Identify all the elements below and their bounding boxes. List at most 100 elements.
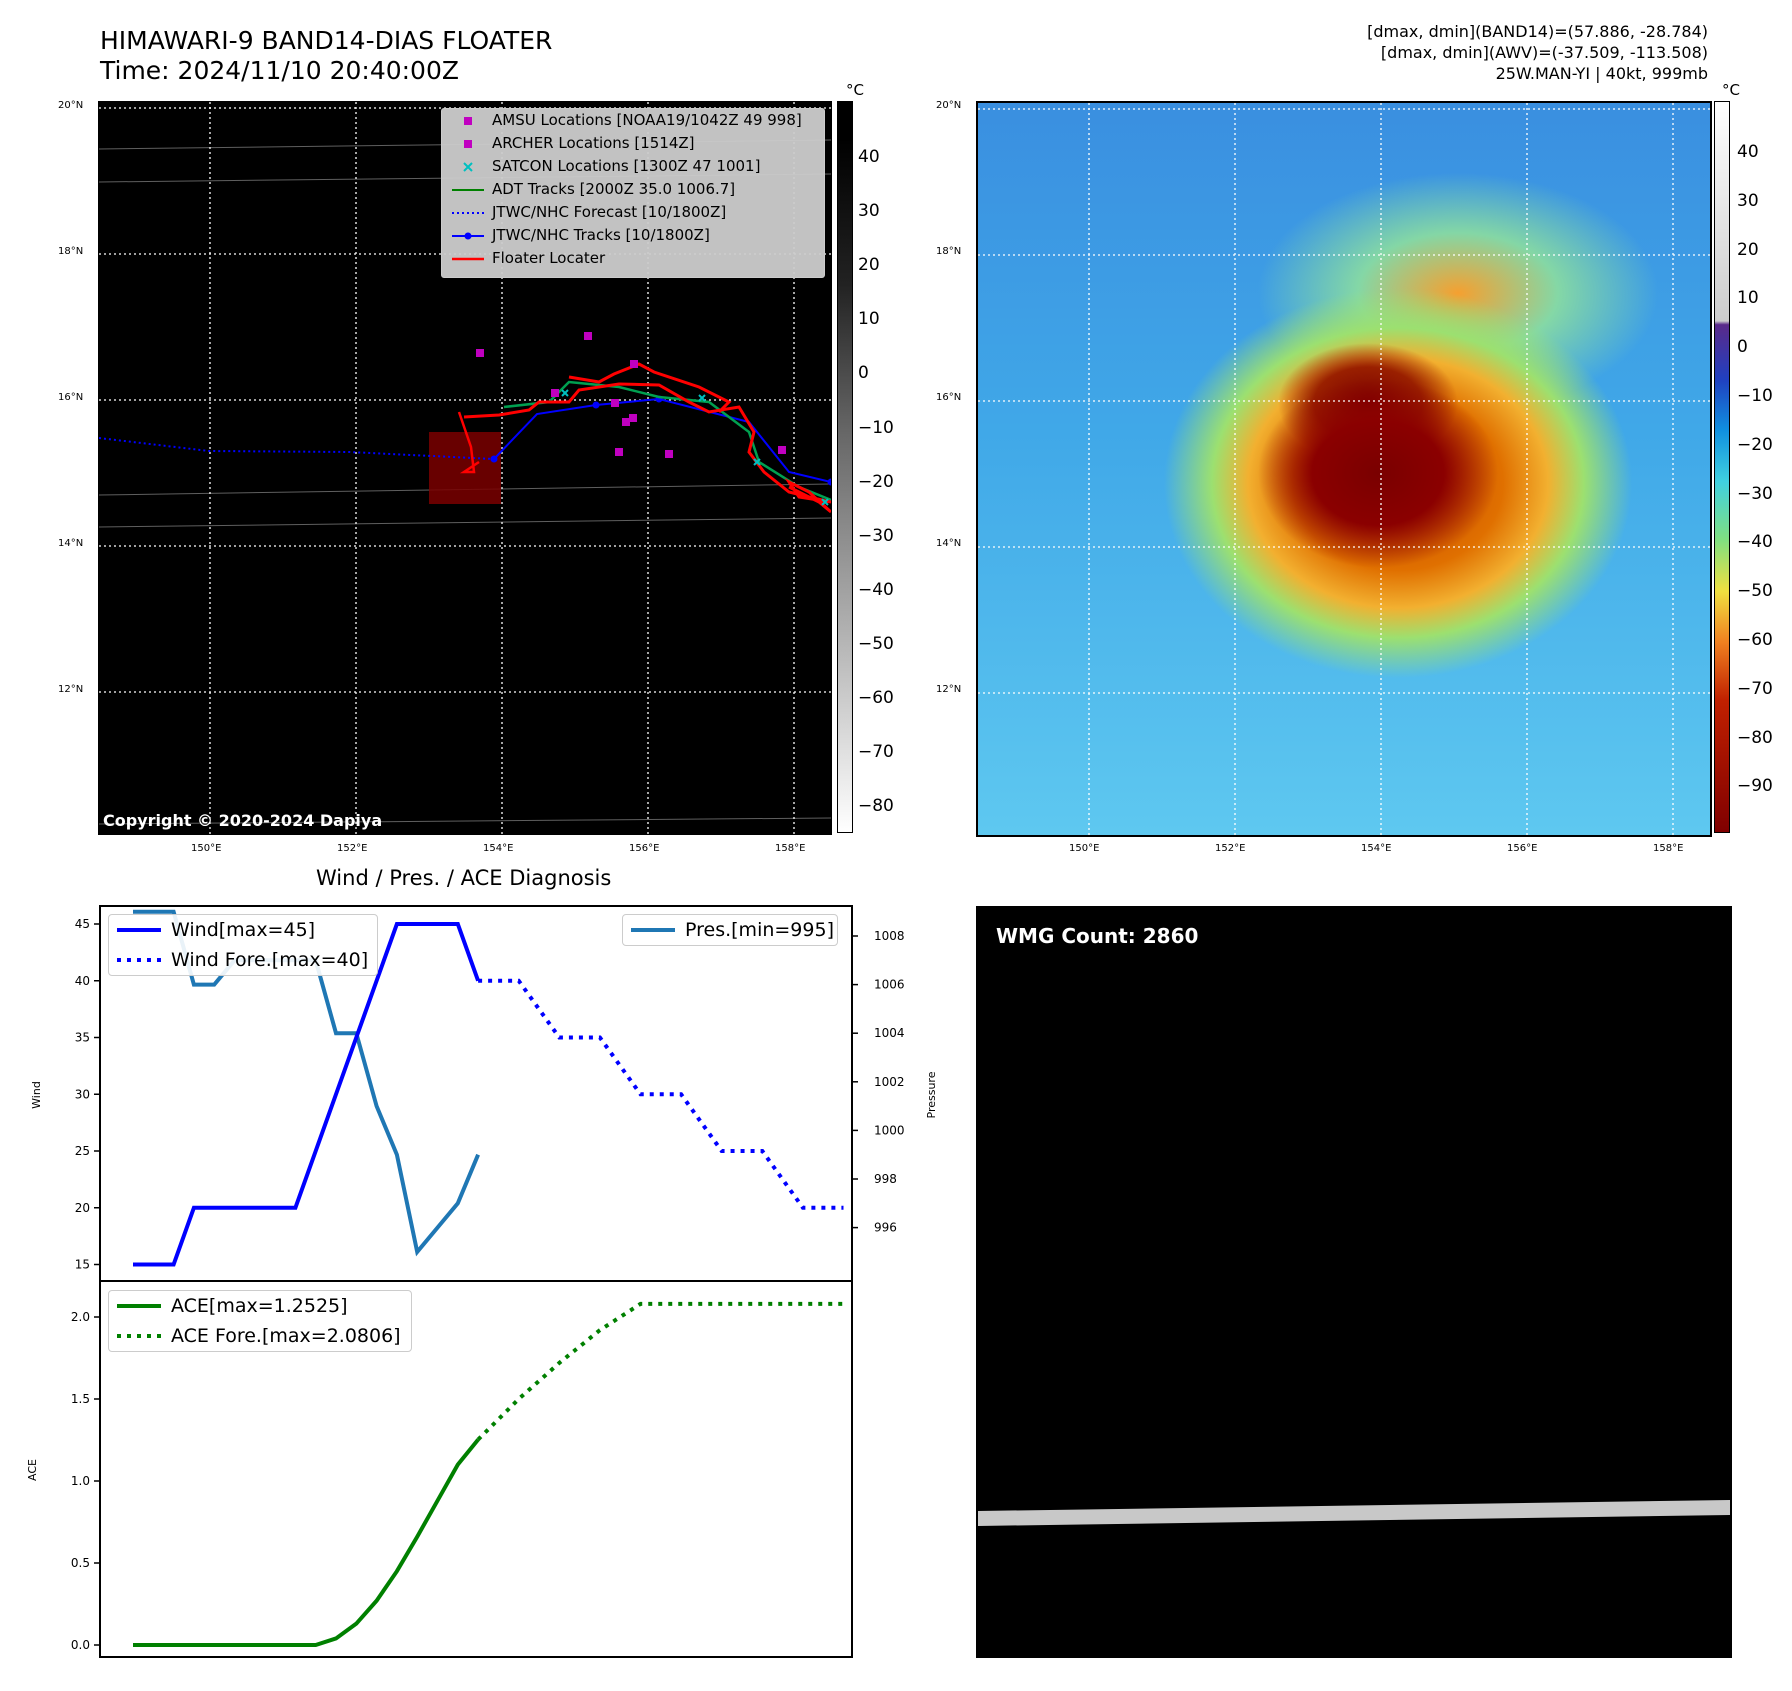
- solid-line-icon: [117, 1304, 161, 1308]
- legend-label: JTWC/NHC Forecast [10/1800Z]: [492, 203, 727, 221]
- wind-legend: Wind[max=45] Wind Fore.[max=40]: [108, 914, 378, 976]
- x-marker-icon: [463, 162, 473, 172]
- legend-wind-fore: Wind Fore.[max=40]: [109, 945, 377, 975]
- legend-adt: ADT Tracks [2000Z 35.0 1006.7]: [442, 178, 824, 201]
- lon-label: 156°E: [1507, 843, 1538, 854]
- pressure-tick-label: 1002: [874, 1075, 905, 1089]
- archer-marker: [629, 414, 637, 422]
- colorbar-tick-label: −80: [1737, 727, 1773, 748]
- legend-pressure: Pres.[min=995]: [623, 915, 837, 945]
- floater-box: [429, 432, 501, 504]
- solid-line-icon: [117, 928, 161, 932]
- wind-tick-label: 15: [75, 1258, 90, 1272]
- colorbar-tick-label: −10: [858, 417, 894, 438]
- legend-archer: ARCHER Locations [1514Z]: [442, 132, 824, 155]
- lat-label: 14°N: [58, 538, 84, 549]
- floater-locater-track: [463, 382, 833, 514]
- lon-label: 152°E: [337, 843, 368, 854]
- colorbar-tick-label: −90: [1737, 776, 1773, 797]
- colorbar-tick-label: 40: [1737, 142, 1759, 162]
- ace-tick-label: 2.0: [71, 1310, 90, 1324]
- pressure-tick-label: 996: [874, 1221, 897, 1235]
- solid-line-icon: [631, 928, 675, 932]
- colorbar-tick-label: −40: [858, 579, 894, 600]
- lat-label: 18°N: [58, 246, 84, 257]
- ace-line: [133, 1438, 480, 1647]
- pressure-tick-label: 1000: [874, 1123, 905, 1137]
- lat-label: 12°N: [936, 684, 962, 695]
- satcon-marker: [821, 498, 829, 506]
- wmg-band: [978, 1500, 1730, 1526]
- legend-label: Floater Locater: [492, 249, 606, 267]
- wmg-svg: [978, 1500, 1730, 1526]
- jtwc-point: [490, 455, 498, 463]
- wind-forecast-line: [478, 978, 844, 1210]
- colorbar-tick-label: −30: [858, 525, 894, 546]
- lon-label: 158°E: [1653, 843, 1684, 854]
- wind-tick-label: 45: [75, 917, 90, 931]
- info-line3: 25W.MAN-YI | 40kt, 999mb: [1495, 64, 1708, 83]
- wind-tick-label: 30: [75, 1087, 90, 1101]
- colorbar-tick-label: 10: [1737, 288, 1759, 309]
- ace-tick-label: 0.5: [71, 1556, 90, 1570]
- colorbar-tick-label: −40: [1737, 532, 1773, 553]
- colorbar-tick-label: −20: [858, 471, 894, 492]
- amsu-marker: [584, 332, 592, 340]
- floater-locater-track: [457, 411, 480, 474]
- ace-tick-label: 1.0: [71, 1474, 90, 1488]
- legend-wind: Wind[max=45]: [109, 915, 377, 945]
- colorbar-tick-label: −70: [1737, 678, 1773, 699]
- ace-tick-label: 1.5: [71, 1392, 90, 1406]
- legend-label: ARCHER Locations [1514Z]: [492, 134, 695, 152]
- band14-image-svg: [978, 103, 1710, 835]
- legend-ace: ACE[max=1.2525]: [109, 1291, 411, 1321]
- lon-label: 158°E: [775, 843, 806, 854]
- pressure-tick-label: 998: [874, 1172, 897, 1186]
- legend-amsu: AMSU Locations [NOAA19/1042Z 49 998]: [442, 109, 824, 132]
- colorbar-tick-label: 30: [1737, 190, 1759, 211]
- legend-label: JTWC/NHC Tracks [10/1800Z]: [492, 226, 710, 244]
- wmg-panel: WMG Count: 2860: [976, 906, 1732, 1658]
- info-line1: [dmax, dmin](BAND14)=(57.886, -28.784): [1367, 22, 1708, 41]
- gray-colorbar-unit: °C: [846, 81, 864, 99]
- line-marker-icon: [452, 189, 484, 191]
- ace-forecast-line: [476, 1301, 844, 1442]
- legend-label: ACE[max=1.2525]: [171, 1295, 348, 1317]
- amsu-marker: [476, 349, 484, 357]
- lat-label: 20°N: [936, 100, 962, 111]
- legend-ace-fore: ACE Fore.[max=2.0806]: [109, 1321, 411, 1351]
- coast-streak: [98, 817, 832, 825]
- colorbar-tick-label: 0: [858, 363, 869, 384]
- archer-marker: [611, 399, 619, 407]
- wind-ylabel: Wind: [30, 1081, 43, 1109]
- legend-label: SATCON Locations [1300Z 47 1001]: [492, 157, 761, 175]
- wmg-count-label: WMG Count: 2860: [996, 924, 1199, 948]
- colorbar-tick-label: −60: [858, 688, 894, 708]
- square-marker-icon: [464, 117, 472, 125]
- colorbar-tick-label: −50: [1737, 581, 1773, 602]
- colorbar-tick-label: 20: [1737, 239, 1759, 260]
- colorbar-tick-label: −10: [1737, 386, 1773, 406]
- pressure-ylabel: Pressure: [925, 1071, 938, 1118]
- archer-marker: [778, 446, 786, 454]
- legend-label: Pres.[min=995]: [685, 919, 834, 941]
- track-map-svg: [98, 102, 835, 834]
- colorbar-tick-label: 30: [858, 201, 880, 222]
- colorbar-tick-label: 20: [858, 255, 880, 276]
- legend-label: Wind Fore.[max=40]: [171, 949, 369, 971]
- line-marker-icon: [452, 257, 484, 261]
- archer-marker: [551, 389, 559, 397]
- legend-jtwc-tracks: JTWC/NHC Tracks [10/1800Z]: [442, 224, 824, 247]
- pressure-tick-label: 1006: [874, 978, 905, 992]
- satcon-marker: [753, 458, 761, 466]
- line-dot-icon: [452, 232, 484, 240]
- colorbar-tick-label: −30: [1737, 483, 1773, 504]
- square-marker-icon: [464, 140, 472, 148]
- jtwc-point: [592, 401, 600, 409]
- band14-image-panel: [976, 101, 1712, 837]
- ace-ylabel: ACE: [26, 1459, 39, 1481]
- colorbar-tick-label: −60: [1737, 630, 1773, 650]
- copyright-text: Copyright © 2020-2024 Dapiya: [103, 811, 383, 830]
- satcon-marker: [698, 394, 706, 402]
- lon-label: 154°E: [483, 843, 514, 854]
